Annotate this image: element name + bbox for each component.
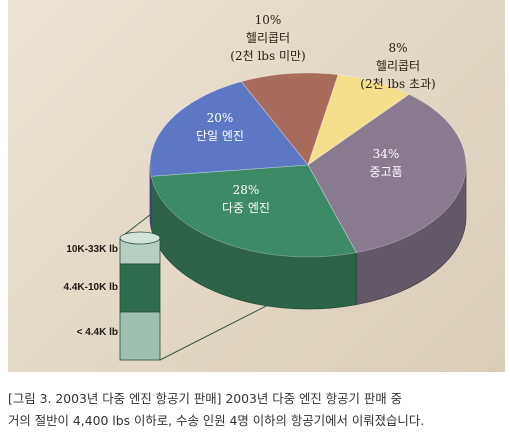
slice-label-3-0: 다중 엔진 [222,201,270,215]
breakdown-segment-1 [119,263,161,313]
pie-slice-4 [149,81,309,177]
slice-percent-1: 8% [388,41,407,55]
breakdown-cap [119,231,161,245]
breakdown-connectors [119,203,279,361]
slice-label-1-0: 헬리콥터 [376,59,420,73]
breakdown-label-0: 10K-33K lb [66,244,118,255]
slice-label-0-0: 헬리콥터 [246,31,290,45]
slice-percent-4: 20% [207,111,234,125]
slice-percent-0: 10% [255,13,282,27]
slice-percent-2: 34% [373,147,400,161]
caption-line-2: 거의 절반이 4,400 lbs 이하로, 수송 인원 4명 이하의 항공기에서… [8,413,425,428]
slice-percent-3: 28% [233,183,260,197]
breakdown-label-1: 4.4K-10K lb [63,282,118,293]
figure: 10% 헬리콥터 (2천 lbs 미만) 8% 헬리콥터 (2천 lbs 초과) 34% 중고… [8,0,505,372]
slice-label-2-0: 중고품 [369,165,402,179]
pie-slice-1 [307,74,410,167]
connector-bottom [159,299,279,361]
pie-labels: 10% 헬리콥터 (2천 lbs 미만) 8% 헬리콥터 (2천 lbs 초과) 34% 중고… [196,13,436,215]
pie-slice-0 [240,72,339,166]
pie-chart: 10% 헬리콥터 (2천 lbs 미만) 8% 헬리콥터 (2천 lbs 초과) 34% 중고… [119,13,467,361]
slice-label-4-0: 단일 엔진 [196,129,244,143]
caption-line-1: [그림 3. 2003년 다중 엔진 항공기 판매] 2003년 다중 엔진 항… [8,391,403,406]
figure-caption: [그림 3. 2003년 다중 엔진 항공기 판매] 2003년 다중 엔진 항… [8,388,508,432]
connector-top [119,203,165,239]
pie-slice-3 [150,164,357,258]
breakdown-bar [119,231,161,361]
slice-label-0-1: (2천 lbs 미만) [230,48,305,63]
breakdown-segment-2 [119,311,161,361]
pie-top [149,72,467,258]
slice-label-1-1: (2천 lbs 초과) [360,76,435,91]
pie-slice-2 [307,93,467,254]
breakdown-label-2: < 4.4K lb [76,327,118,338]
